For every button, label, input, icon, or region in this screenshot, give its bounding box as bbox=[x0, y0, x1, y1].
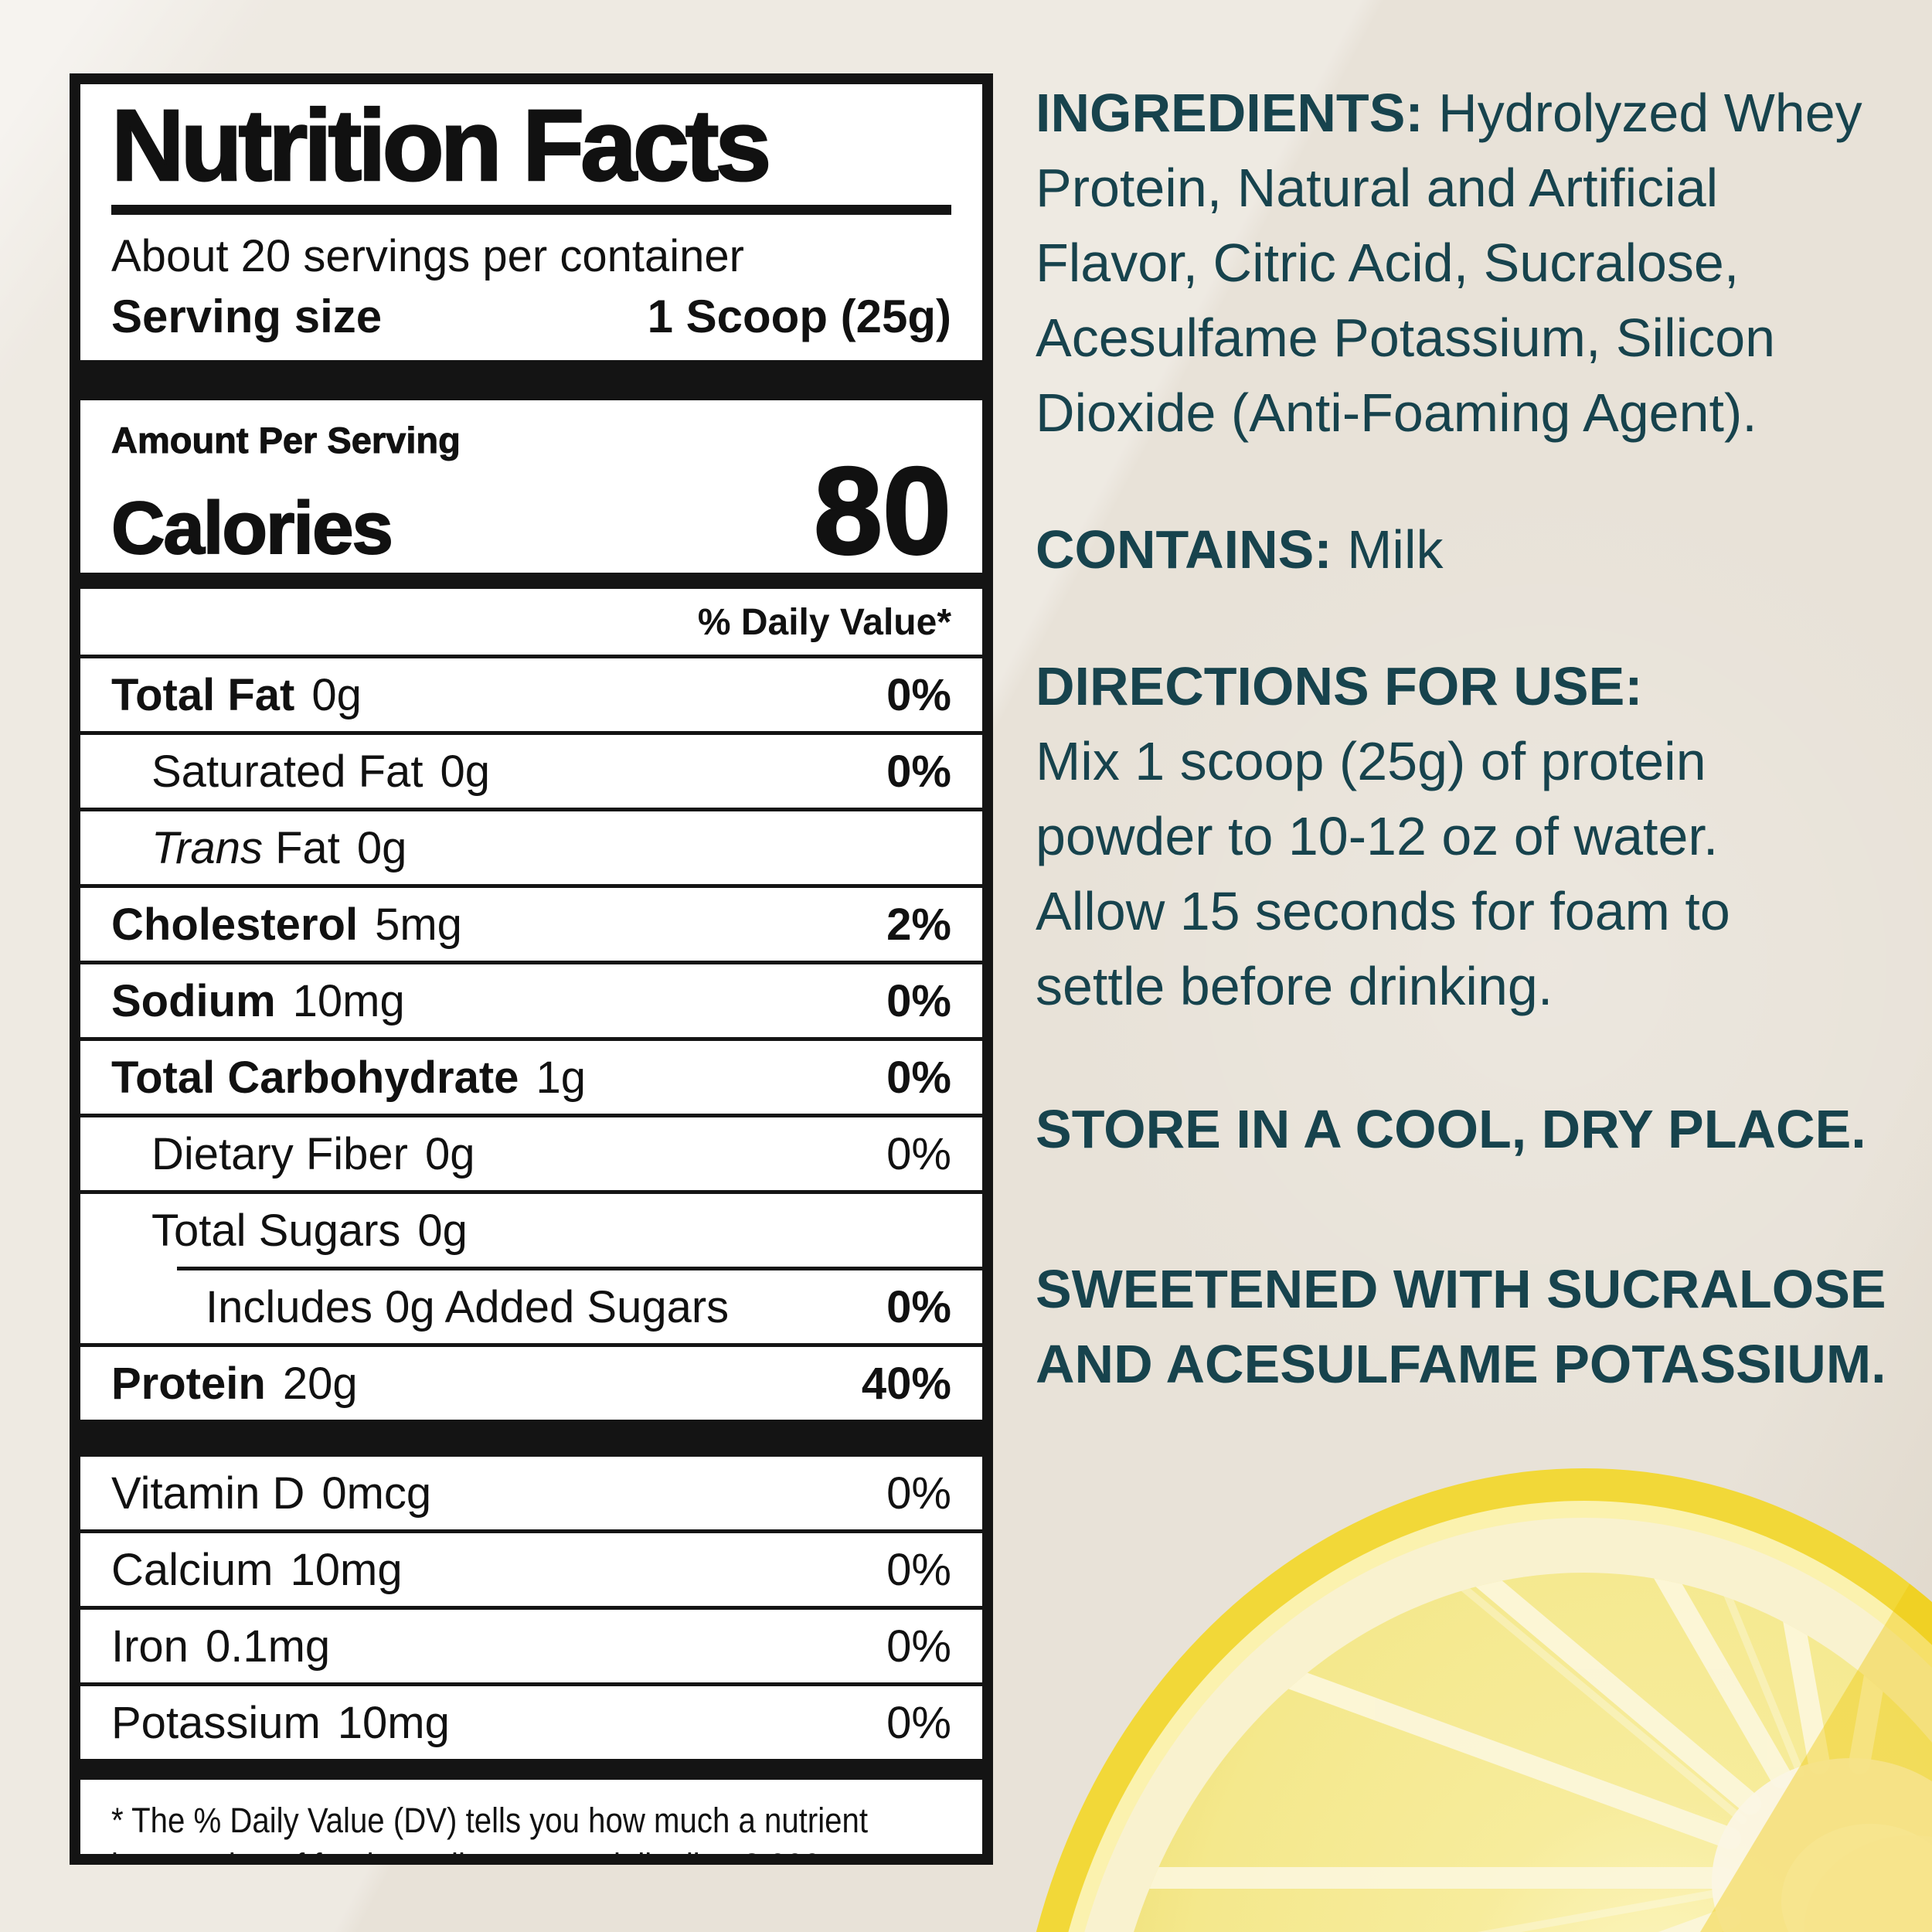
thick-divider-bar bbox=[80, 1419, 982, 1457]
divider-rule bbox=[80, 883, 982, 888]
divider-rule bbox=[80, 1036, 982, 1041]
nutrient-amount: 10mg bbox=[292, 975, 405, 1026]
micronutrient-rows: Vitamin D 0mcg 0% Calcium 10mg 0% Iron 0.1mg 0% P… bbox=[80, 1457, 982, 1759]
divider-rule bbox=[177, 1266, 982, 1270]
nutrient-label: Sodium bbox=[111, 975, 276, 1026]
medium-rule bbox=[80, 572, 982, 589]
contains-text: Milk bbox=[1332, 519, 1444, 580]
title-rule bbox=[111, 204, 951, 215]
nutrient-label: Total Fat bbox=[111, 669, 295, 720]
nutrient-label: Calcium bbox=[111, 1544, 274, 1595]
nutrient-row: Dietary Fiber 0g 0% bbox=[111, 1117, 951, 1190]
ingredients-heading: INGREDIENTS: bbox=[1036, 83, 1423, 143]
divider-rule bbox=[80, 1113, 982, 1117]
daily-value-percent: 0% bbox=[886, 1621, 951, 1672]
divider-rule bbox=[80, 807, 982, 811]
nutrient-amount: 10mg bbox=[290, 1544, 403, 1595]
nutrient-label: Cholesterol bbox=[111, 899, 359, 950]
divider-rule bbox=[80, 1682, 982, 1686]
daily-value-percent: 0% bbox=[886, 1281, 951, 1332]
serving-size-row: Serving size 1 Scoop (25g) bbox=[111, 290, 951, 360]
daily-value-percent: 40% bbox=[861, 1358, 951, 1409]
lemon-slice-image bbox=[1036, 1468, 1932, 1932]
daily-value-percent: 0% bbox=[886, 746, 951, 797]
daily-value-percent: 0% bbox=[886, 669, 951, 720]
daily-value-percent: 0% bbox=[886, 975, 951, 1026]
micronutrient-row: Vitamin D 0mcg 0% bbox=[111, 1457, 951, 1529]
nutrient-row: Total Carbohydrate 1g 0% bbox=[111, 1041, 951, 1114]
directions-section: DIRECTIONS FOR USE: Mix 1 scoop (25g) of… bbox=[1036, 649, 1932, 1024]
divider-rule bbox=[80, 1342, 982, 1347]
nutrient-amount: 0g bbox=[440, 746, 490, 797]
micronutrient-row: Calcium 10mg 0% bbox=[111, 1533, 951, 1606]
micronutrient-row: Potassium 10mg 0% bbox=[111, 1686, 951, 1759]
nutrient-amount: 0mcg bbox=[321, 1468, 432, 1519]
micronutrient-row: Iron 0.1mg 0% bbox=[111, 1610, 951, 1682]
nutrient-label: Iron bbox=[111, 1621, 189, 1672]
nutrition-facts-title: Nutrition Facts bbox=[111, 88, 773, 202]
nutrient-amount: 0g bbox=[356, 822, 407, 873]
daily-value-percent: 2% bbox=[886, 899, 951, 950]
serving-size-value: 1 Scoop (25g) bbox=[647, 290, 951, 342]
nutrient-rows: Total Fat 0g 0% Saturated Fat 0g 0% Trans Fat 0… bbox=[80, 654, 982, 1420]
daily-value-footnote: * The % Daily Value (DV) tells you how m… bbox=[111, 1800, 869, 1854]
nutrient-label: Potassium bbox=[111, 1697, 321, 1748]
nutrient-label: Saturated Fat bbox=[151, 746, 423, 797]
nutrient-label: Trans Fat bbox=[151, 822, 340, 873]
directions-heading: DIRECTIONS FOR USE: bbox=[1036, 656, 1643, 716]
nutrient-label: Includes 0g Added Sugars bbox=[206, 1281, 730, 1332]
nutrient-amount: 10mg bbox=[337, 1697, 450, 1748]
divider-rule bbox=[80, 1605, 982, 1610]
nutrient-row: Total Sugars 0g bbox=[111, 1194, 951, 1267]
nutrient-amount: 0g bbox=[311, 669, 362, 720]
nutrient-row: Cholesterol 5mg 2% bbox=[111, 888, 951, 961]
daily-value-header: % Daily Value* bbox=[697, 601, 951, 643]
nutrient-amount: 0.1mg bbox=[205, 1621, 331, 1672]
nutrient-row: Protein 20g 40% bbox=[111, 1347, 951, 1420]
divider-rule bbox=[80, 1529, 982, 1533]
daily-value-percent: 0% bbox=[886, 1697, 951, 1748]
nutrient-amount: 0g bbox=[424, 1128, 475, 1179]
thick-divider-bar bbox=[80, 359, 982, 400]
divider-rule bbox=[80, 1189, 982, 1194]
background-sheen bbox=[1043, 464, 1932, 1468]
thin-divider-bar bbox=[80, 1758, 982, 1780]
calories-row: Calories 80 bbox=[111, 440, 953, 580]
storage-note: STORE IN A COOL, DRY PLACE. bbox=[1036, 1099, 1866, 1159]
nutrient-label: Protein bbox=[111, 1358, 266, 1409]
nutrient-label: Total Sugars bbox=[151, 1205, 401, 1256]
nutrient-row: Saturated Fat 0g 0% bbox=[111, 735, 951, 808]
divider-rule bbox=[80, 654, 982, 658]
nutrient-row: Total Fat 0g 0% bbox=[111, 658, 951, 731]
calories-value: 80 bbox=[813, 440, 953, 580]
nutrition-facts-panel: Nutrition Facts About 20 servings per co… bbox=[70, 73, 993, 1865]
nutrient-amount: 0g bbox=[417, 1205, 468, 1256]
serving-size-label: Serving size bbox=[111, 290, 383, 342]
contains-section: CONTAINS: Milk bbox=[1036, 512, 1932, 587]
ingredients-text: Hydrolyzed Whey Protein, Natural and Art… bbox=[1036, 83, 1862, 443]
nutrient-row: Includes 0g Added Sugars 0% bbox=[111, 1270, 951, 1343]
servings-per-container: About 20 servings per container bbox=[111, 230, 744, 281]
nutrient-amount: 20g bbox=[282, 1358, 358, 1409]
divider-rule bbox=[80, 960, 982, 964]
nutrient-label: Total Carbohydrate bbox=[111, 1052, 519, 1103]
directions-text: Mix 1 scoop (25g) of protein powder to 1… bbox=[1036, 731, 1730, 1016]
nutrient-amount: 1g bbox=[536, 1052, 586, 1103]
calories-label: Calories bbox=[111, 486, 394, 570]
contains-heading: CONTAINS: bbox=[1036, 519, 1332, 580]
nutrient-label: Vitamin D bbox=[111, 1468, 305, 1519]
amount-per-serving-label: Amount Per Serving bbox=[111, 419, 461, 461]
ingredients-section: INGREDIENTS: Hydrolyzed Whey Protein, Na… bbox=[1036, 76, 1932, 451]
nutrient-label: Dietary Fiber bbox=[151, 1128, 408, 1179]
daily-value-percent: 0% bbox=[886, 1052, 951, 1103]
daily-value-percent: 0% bbox=[886, 1128, 951, 1179]
daily-value-percent: 0% bbox=[886, 1544, 951, 1595]
sweetener-note: SWEETENED WITH SUCRALOSE AND ACESULFAME … bbox=[1036, 1259, 1886, 1394]
nutrient-amount: 5mg bbox=[375, 899, 462, 950]
divider-rule bbox=[80, 730, 982, 735]
nutrient-row: Trans Fat 0g bbox=[111, 811, 951, 884]
daily-value-percent: 0% bbox=[886, 1468, 951, 1519]
nutrient-row: Sodium 10mg 0% bbox=[111, 964, 951, 1037]
